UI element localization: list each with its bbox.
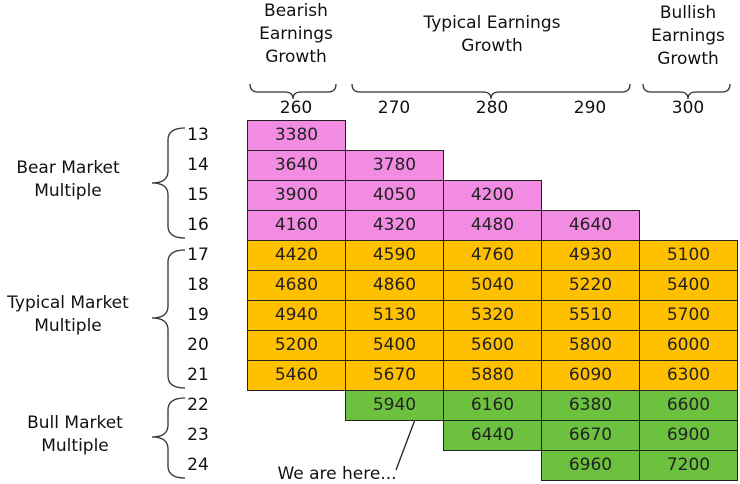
value-cell: 5600 (443, 330, 542, 361)
value-cell: 4160 (247, 210, 346, 241)
value-cell: 4480 (443, 210, 542, 241)
column-group-label: Bearish Earnings Growth (259, 1, 333, 67)
value-cell: 6670 (541, 420, 640, 451)
value-cell: 4940 (247, 300, 346, 331)
value-cell: 5800 (541, 330, 640, 361)
row-label: 24 (187, 455, 209, 475)
value-cell: 7200 (639, 450, 738, 481)
column-group-label: Typical Earnings Growth (423, 13, 561, 56)
value-cell: 6000 (639, 330, 738, 361)
column-header: 270 (377, 98, 411, 118)
row-label: 15 (187, 185, 209, 205)
column-header: 280 (475, 98, 509, 118)
annotation: We are here... (277, 464, 397, 484)
value-cell: 4200 (443, 180, 542, 211)
row-label: 17 (187, 245, 209, 265)
value-cell: 5700 (639, 300, 738, 331)
value-cell: 3380 (247, 120, 346, 151)
value-cell: 4320 (345, 210, 444, 241)
brace (151, 127, 186, 239)
value-cell: 5940 (345, 390, 444, 421)
value-cell: 5130 (345, 300, 444, 331)
value-cell: 3900 (247, 180, 346, 211)
brace (151, 397, 186, 479)
value-cell: 5200 (247, 330, 346, 361)
value-cell: 5510 (541, 300, 640, 331)
value-cell: 5320 (443, 300, 542, 331)
value-cell: 4860 (345, 270, 444, 301)
column-header: 290 (573, 98, 607, 118)
brace (151, 249, 186, 389)
brace (351, 83, 631, 100)
value-cell: 6380 (541, 390, 640, 421)
value-cell: 4930 (541, 240, 640, 271)
value-cell: 6600 (639, 390, 738, 421)
row-group-label: Typical Market Multiple (7, 293, 129, 336)
column-group-label: Bullish Earnings Growth (651, 3, 725, 69)
value-cell: 4590 (345, 240, 444, 271)
value-cell: 6090 (541, 360, 640, 391)
column-header: 300 (671, 98, 705, 118)
value-cell: 6960 (541, 450, 640, 481)
row-label: 18 (187, 275, 209, 295)
value-cell: 3640 (247, 150, 346, 181)
value-cell: 4050 (345, 180, 444, 211)
row-label: 14 (187, 155, 209, 175)
value-cell: 6440 (443, 420, 542, 451)
value-cell: 4760 (443, 240, 542, 271)
row-label: 13 (187, 125, 209, 145)
row-label: 20 (187, 335, 209, 355)
value-cell: 4640 (541, 210, 640, 241)
value-cell: 6900 (639, 420, 738, 451)
value-cell: 6160 (443, 390, 542, 421)
value-cell: 5670 (345, 360, 444, 391)
row-label: 22 (187, 395, 209, 415)
value-cell: 5460 (247, 360, 346, 391)
row-label: 19 (187, 305, 209, 325)
value-cell: 5400 (639, 270, 738, 301)
value-cell: 6300 (639, 360, 738, 391)
value-cell: 4680 (247, 270, 346, 301)
value-cell: 5400 (345, 330, 444, 361)
column-header: 260 (279, 98, 313, 118)
value-cell: 5220 (541, 270, 640, 301)
value-cell: 5100 (639, 240, 738, 271)
row-group-label: Bear Market Multiple (16, 158, 120, 201)
value-cell: 5880 (443, 360, 542, 391)
row-group-label: Bull Market Multiple (27, 413, 123, 456)
value-cell: 4420 (247, 240, 346, 271)
brace (642, 83, 731, 100)
row-label: 16 (187, 215, 209, 235)
value-cell: 3780 (345, 150, 444, 181)
row-label: 23 (187, 425, 209, 445)
row-label: 21 (187, 365, 209, 385)
value-cell: 5040 (443, 270, 542, 301)
brace (249, 83, 337, 100)
